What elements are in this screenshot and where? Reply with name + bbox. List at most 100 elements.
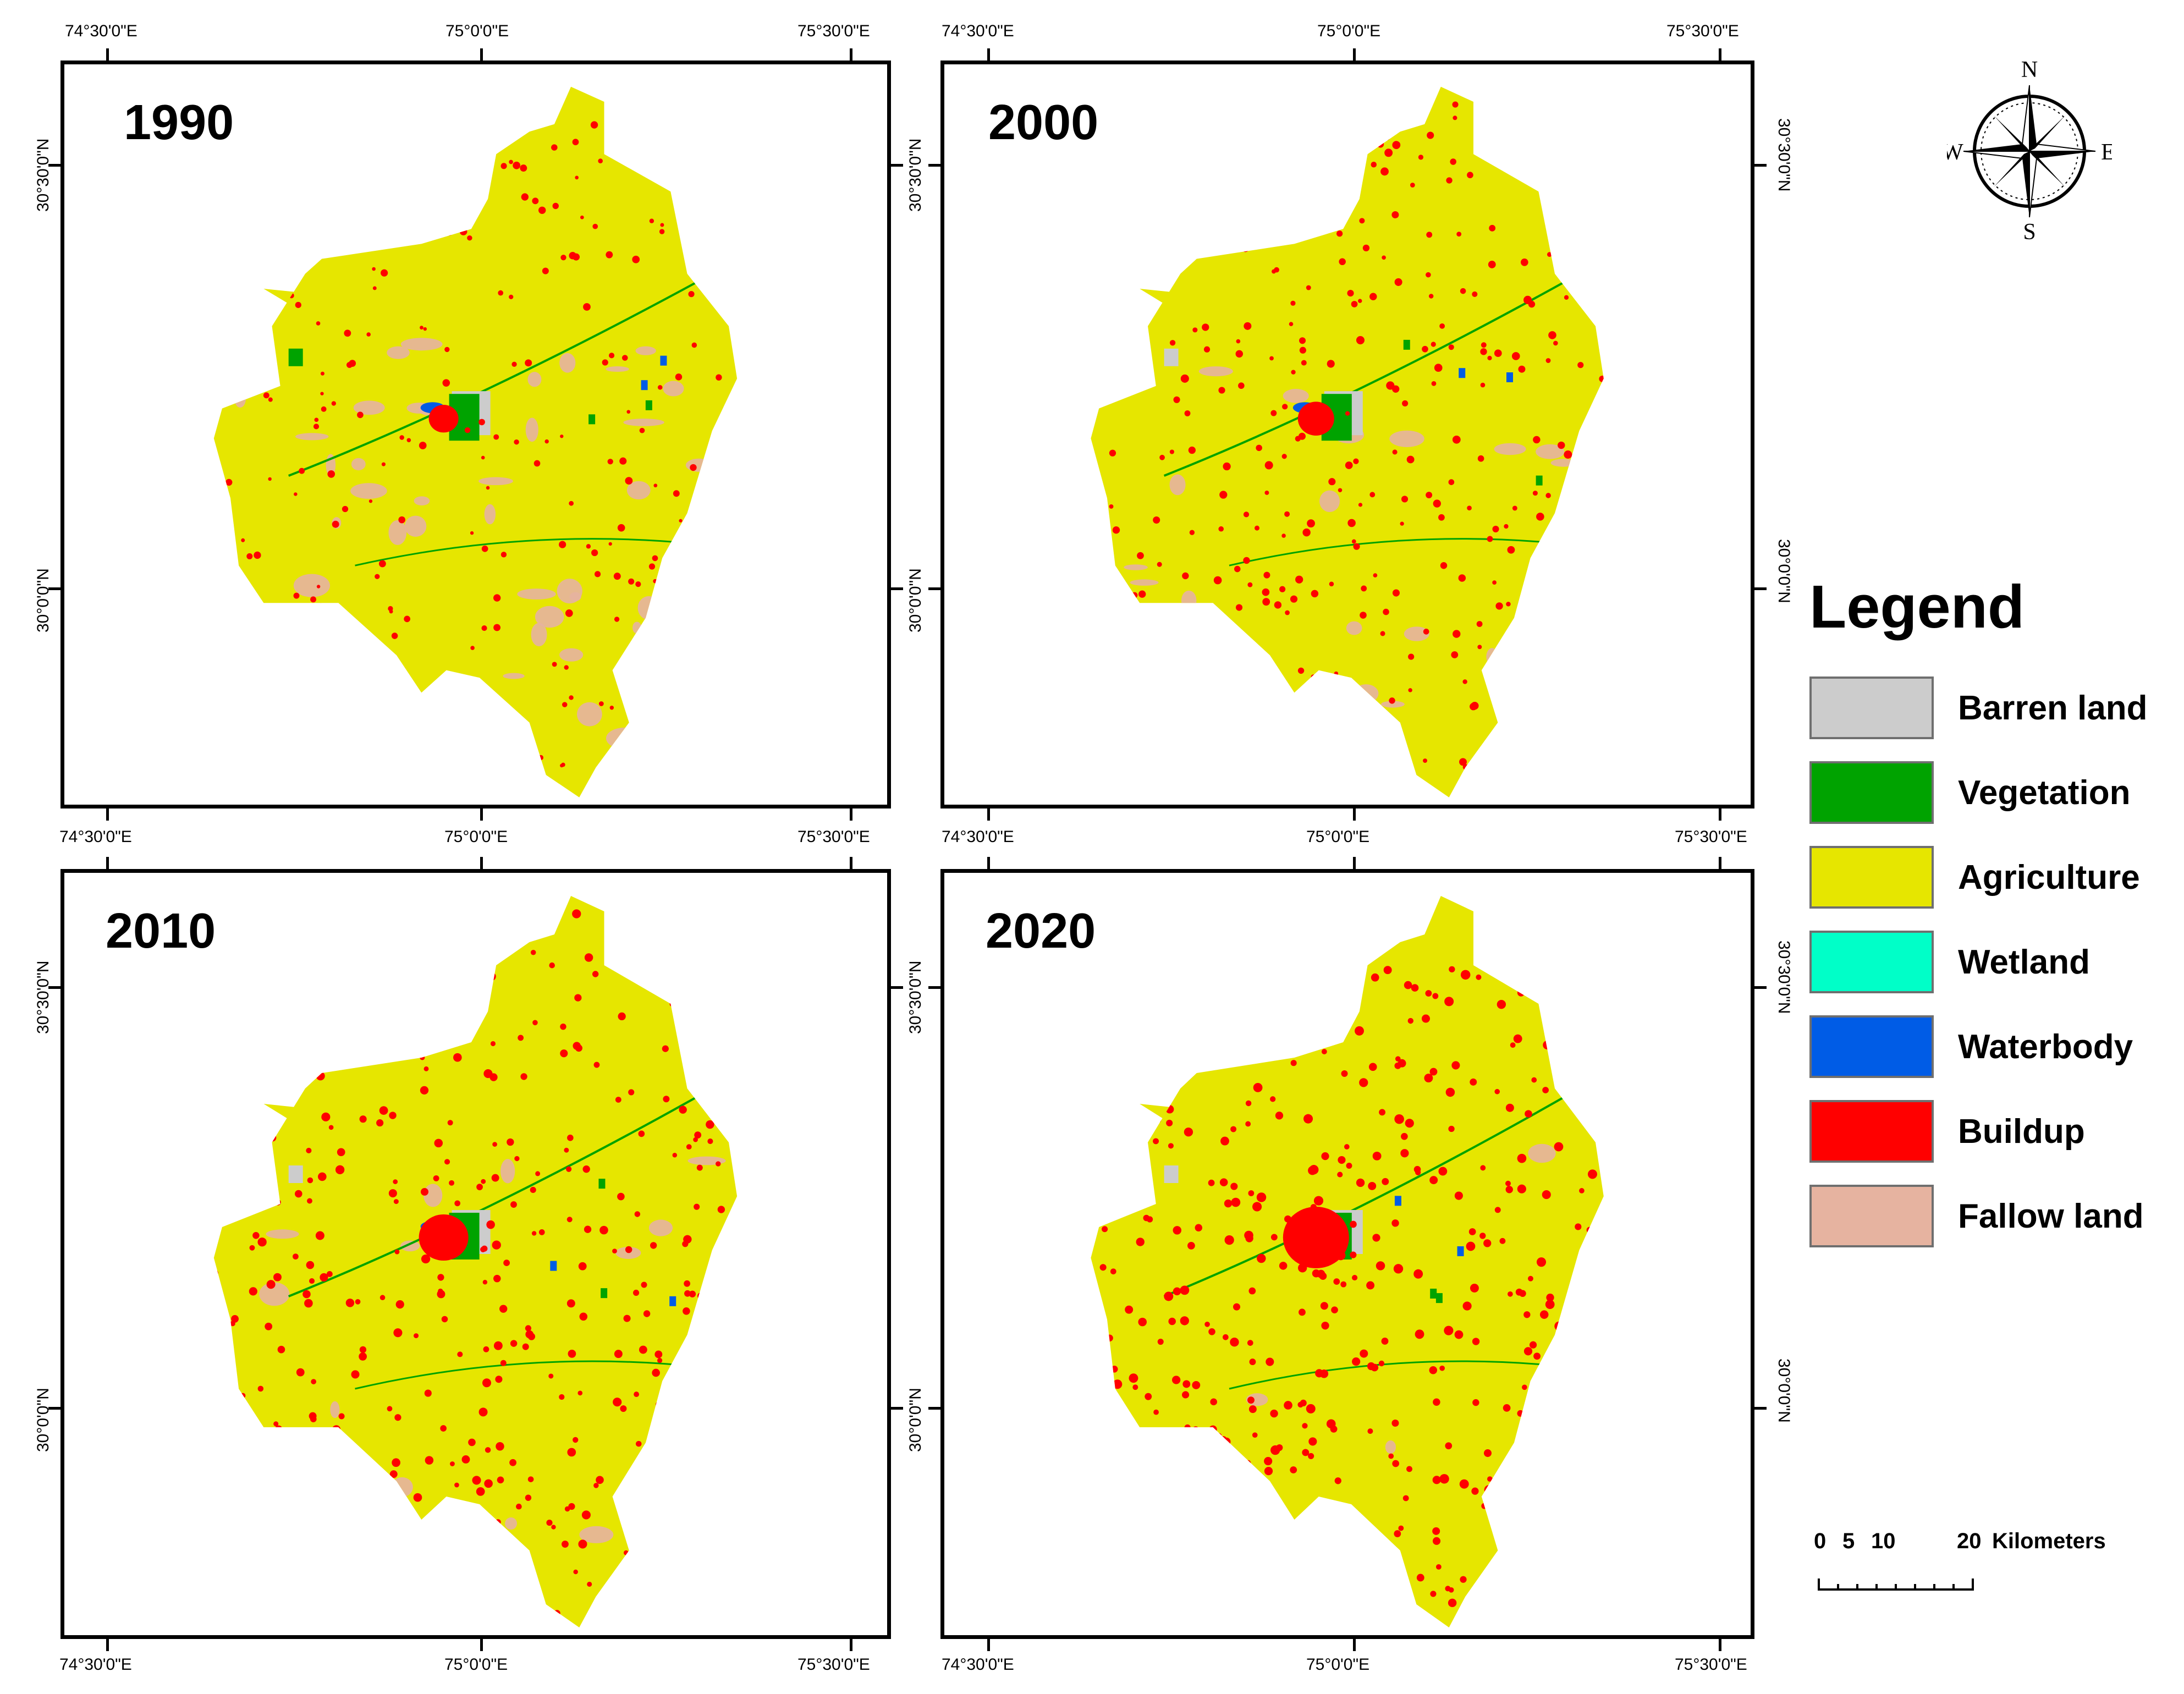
- lon-label: 75°0'0"E: [444, 1656, 508, 1674]
- map-panel-2010: 2010: [60, 869, 891, 1639]
- north-arrow-compass: N S W E: [1947, 57, 2112, 242]
- compass-s-label: S: [2023, 219, 2036, 242]
- lon-label: 74°30'0"E: [59, 1656, 132, 1674]
- lon-label: 75°0'0"E: [1306, 828, 1370, 846]
- graticule-tick: [850, 48, 852, 61]
- lat-label: 30°30'0"N: [906, 138, 925, 212]
- map-panel-1990: 1990: [60, 61, 891, 809]
- lon-label: 75°30'0"E: [1675, 828, 1747, 846]
- graticule-tick: [480, 1639, 483, 1651]
- lat-label: 30°0'0"N: [34, 568, 52, 632]
- lon-label: 75°30'0"E: [797, 828, 870, 846]
- legend-swatch: [1809, 1100, 1934, 1163]
- lat-label: 30°30'0"N: [906, 960, 925, 1034]
- lat-label: 30°30'0"N: [34, 138, 52, 212]
- graticule-tick: [1754, 986, 1767, 989]
- lon-label: 75°30'0"E: [797, 22, 870, 40]
- legend-swatch: [1809, 676, 1934, 739]
- scale-bar: 0 5 10 20 Kilometers: [1809, 1529, 2161, 1617]
- scale-unit-label: Kilometers: [1992, 1529, 2106, 1553]
- legend-swatch: [1809, 1015, 1934, 1078]
- district-map-2000: [1091, 86, 1604, 798]
- panel-year-label: 1990: [124, 95, 234, 150]
- panel-year-label: 2000: [988, 95, 1099, 150]
- graticule-tick: [891, 587, 903, 590]
- graticule-tick: [1754, 164, 1767, 167]
- graticule-tick: [987, 48, 990, 61]
- graticule-tick: [1719, 809, 1721, 821]
- graticule-tick: [928, 164, 940, 167]
- lon-label: 74°30'0"E: [942, 22, 1014, 40]
- map-panel-2000: 2000: [940, 61, 1754, 809]
- graticule-tick: [1754, 587, 1767, 590]
- lat-label: 30°0'0"N: [34, 1388, 52, 1452]
- legend-label: Wetland: [1958, 943, 2090, 981]
- legend-swatch: [1809, 931, 1934, 993]
- district-map-2020: [1091, 896, 1604, 1627]
- compass-w-label: W: [1947, 140, 1963, 165]
- scale-bar-graphic: [1818, 1579, 1974, 1591]
- graticule-tick: [106, 48, 109, 61]
- graticule-tick: [48, 164, 60, 167]
- legend-label: Fallow land: [1958, 1197, 2144, 1235]
- lon-label: 75°30'0"E: [1675, 1656, 1747, 1674]
- legend-title: Legend: [1809, 573, 2025, 641]
- graticule-tick: [891, 986, 903, 989]
- graticule-tick: [106, 809, 109, 821]
- graticule-tick: [891, 164, 903, 167]
- graticule-tick: [48, 986, 60, 989]
- graticule-tick: [48, 587, 60, 590]
- lat-label: 30°0'0"N: [906, 568, 925, 632]
- district-area: [213, 896, 738, 1627]
- graticule-tick: [1353, 857, 1356, 869]
- lon-label: 75°0'0"E: [444, 828, 508, 846]
- legend-label: Buildup: [1958, 1113, 2085, 1151]
- graticule-tick: [850, 857, 852, 869]
- lat-label: 30°0'0"N: [906, 1388, 925, 1452]
- district-area: [1091, 896, 1604, 1627]
- graticule-tick: [480, 857, 483, 869]
- graticule-tick: [480, 809, 483, 821]
- graticule-tick: [1353, 1639, 1356, 1651]
- lon-label: 75°30'0"E: [1666, 22, 1739, 40]
- legend-swatch: [1809, 1185, 1934, 1247]
- graticule-tick: [850, 809, 852, 821]
- graticule-tick: [480, 48, 483, 61]
- lon-label: 75°0'0"E: [1306, 1656, 1370, 1674]
- scale-tick-label: 0: [1814, 1529, 1827, 1553]
- scale-tick-label: 10: [1871, 1529, 1896, 1553]
- graticule-tick: [106, 1639, 109, 1651]
- legend-label: Waterbody: [1958, 1028, 2133, 1066]
- lat-label: 30°0'0"N: [1775, 1358, 1793, 1423]
- lon-label: 74°30'0"E: [59, 828, 132, 846]
- district-map-1990: [213, 86, 738, 798]
- graticule-tick: [1719, 857, 1721, 869]
- legend-swatch: [1809, 761, 1934, 824]
- graticule-tick: [1353, 48, 1356, 61]
- scale-tick-label: 5: [1842, 1529, 1855, 1553]
- legend-label: Agriculture: [1958, 859, 2140, 897]
- legend-label: Barren land: [1958, 689, 2148, 727]
- lat-label: 30°30'0"N: [34, 960, 52, 1034]
- graticule-tick: [987, 857, 990, 869]
- graticule-tick: [48, 1407, 60, 1410]
- lat-label: 30°30'0"N: [1775, 118, 1793, 192]
- lon-label: 75°0'0"E: [445, 22, 509, 40]
- graticule-tick: [1353, 809, 1356, 821]
- lon-label: 74°30'0"E: [942, 828, 1014, 846]
- compass-n-label: N: [2021, 57, 2038, 82]
- legend-swatch: [1809, 846, 1934, 909]
- lon-label: 75°0'0"E: [1317, 22, 1381, 40]
- graticule-tick: [1754, 1407, 1767, 1410]
- graticule-tick: [1719, 1639, 1721, 1651]
- lon-label: 74°30'0"E: [65, 22, 137, 40]
- graticule-tick: [928, 587, 940, 590]
- lat-label: 30°0'0"N: [1775, 539, 1793, 603]
- graticule-tick: [928, 986, 940, 989]
- scale-tick-label: 20: [1957, 1529, 1982, 1553]
- graticule-tick: [850, 1639, 852, 1651]
- graticule-tick: [891, 1407, 903, 1410]
- graticule-tick: [106, 857, 109, 869]
- graticule-tick: [987, 809, 990, 821]
- panel-year-label: 2020: [986, 904, 1096, 959]
